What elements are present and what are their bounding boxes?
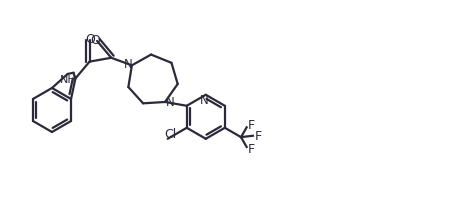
Text: N: N [199,94,208,107]
Text: Cl: Cl [165,128,177,141]
Text: O: O [91,34,100,47]
Text: F: F [247,118,254,131]
Text: NH: NH [60,75,77,84]
Text: N: N [166,96,174,109]
Text: O: O [85,33,95,46]
Text: N: N [124,58,132,70]
Text: F: F [254,130,261,143]
Text: F: F [247,142,254,155]
